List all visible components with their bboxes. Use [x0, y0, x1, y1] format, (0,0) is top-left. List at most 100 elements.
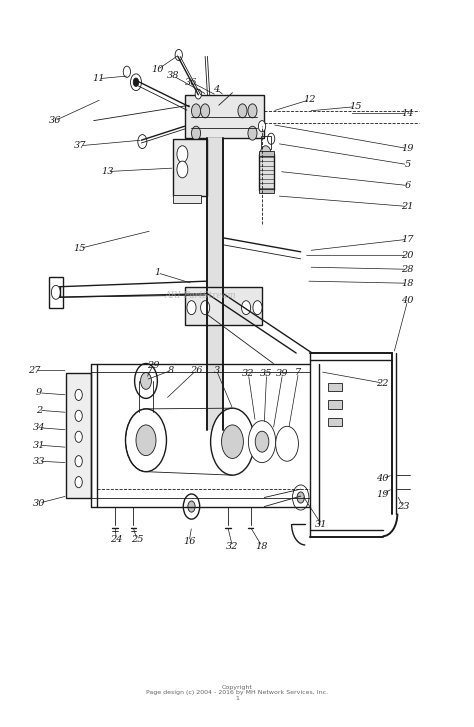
- Circle shape: [210, 408, 254, 475]
- Bar: [328, 418, 342, 426]
- Circle shape: [248, 421, 276, 462]
- Text: 30: 30: [33, 499, 46, 507]
- Text: ARI PartStream: ARI PartStream: [165, 291, 237, 300]
- Circle shape: [238, 104, 247, 118]
- Circle shape: [242, 301, 251, 315]
- Text: 17: 17: [401, 235, 414, 244]
- Text: 31: 31: [315, 520, 328, 529]
- Circle shape: [138, 134, 147, 148]
- Text: Copyright
Page design (c) 2004 - 2016 by MH Network Services, Inc.
1: Copyright Page design (c) 2004 - 2016 by…: [146, 685, 328, 702]
- Circle shape: [135, 364, 157, 398]
- Bar: [208, 138, 223, 430]
- Text: 15: 15: [349, 103, 362, 111]
- Text: 14: 14: [401, 109, 414, 119]
- Text: 6: 6: [404, 181, 411, 190]
- Bar: [173, 139, 208, 196]
- Text: 7: 7: [295, 368, 301, 377]
- Text: 32: 32: [226, 542, 239, 551]
- Bar: [185, 95, 264, 138]
- Circle shape: [75, 431, 82, 442]
- Circle shape: [258, 121, 265, 132]
- Bar: [259, 189, 274, 193]
- Text: 11: 11: [92, 74, 104, 84]
- Circle shape: [133, 78, 139, 87]
- Text: 32: 32: [242, 369, 255, 379]
- Text: 16: 16: [183, 537, 195, 546]
- Text: 19: 19: [401, 144, 414, 153]
- Circle shape: [183, 494, 200, 519]
- Circle shape: [248, 104, 257, 118]
- Text: 15: 15: [74, 244, 86, 253]
- Text: 39: 39: [276, 369, 289, 379]
- Circle shape: [177, 145, 188, 163]
- Bar: [328, 401, 342, 409]
- Bar: [328, 383, 342, 391]
- Text: 9: 9: [36, 388, 42, 398]
- Text: 36: 36: [185, 78, 198, 87]
- Text: 4: 4: [213, 85, 219, 94]
- Circle shape: [126, 409, 166, 472]
- Text: 25: 25: [131, 535, 143, 544]
- Circle shape: [292, 485, 309, 510]
- Circle shape: [191, 104, 201, 118]
- Bar: [185, 286, 262, 325]
- Bar: [261, 136, 271, 148]
- Text: 37: 37: [74, 141, 86, 150]
- Text: 38: 38: [167, 71, 180, 81]
- Text: 13: 13: [101, 167, 114, 176]
- Circle shape: [195, 89, 201, 99]
- Circle shape: [221, 425, 243, 459]
- Text: 40: 40: [401, 296, 414, 305]
- Circle shape: [255, 431, 269, 452]
- Text: 20: 20: [401, 251, 414, 260]
- Circle shape: [187, 301, 196, 315]
- Circle shape: [248, 126, 257, 140]
- Circle shape: [177, 161, 188, 178]
- Text: 22: 22: [376, 379, 389, 387]
- Text: 35: 35: [260, 369, 273, 379]
- Bar: [259, 154, 274, 190]
- Text: 40: 40: [376, 474, 389, 483]
- Text: 21: 21: [401, 202, 414, 211]
- Text: 10: 10: [151, 65, 164, 74]
- Circle shape: [75, 456, 82, 467]
- Bar: [259, 151, 274, 156]
- Text: 1: 1: [154, 268, 161, 277]
- Text: 19: 19: [376, 489, 389, 499]
- Text: 5: 5: [404, 160, 411, 169]
- Text: 2: 2: [36, 406, 42, 415]
- Bar: [49, 277, 63, 308]
- Text: 23: 23: [397, 502, 410, 511]
- Bar: [173, 195, 201, 203]
- Text: 3: 3: [213, 366, 219, 375]
- Circle shape: [75, 410, 82, 422]
- Text: 34: 34: [33, 423, 46, 433]
- Text: 26: 26: [190, 366, 202, 375]
- Circle shape: [297, 492, 304, 503]
- Text: 18: 18: [256, 542, 268, 551]
- Circle shape: [201, 301, 210, 315]
- Circle shape: [201, 104, 210, 118]
- Circle shape: [75, 390, 82, 401]
- Text: 36: 36: [49, 116, 61, 125]
- Text: 12: 12: [303, 95, 316, 104]
- Circle shape: [188, 501, 195, 512]
- Text: 28: 28: [401, 265, 414, 274]
- Circle shape: [267, 133, 275, 145]
- Circle shape: [75, 477, 82, 488]
- Text: 33: 33: [33, 457, 46, 466]
- Bar: [66, 373, 91, 497]
- Text: 18: 18: [401, 278, 414, 288]
- Text: 24: 24: [110, 535, 123, 544]
- Text: 29: 29: [146, 361, 159, 370]
- Circle shape: [191, 126, 201, 140]
- Text: 8: 8: [168, 366, 174, 375]
- Circle shape: [140, 372, 152, 390]
- Circle shape: [276, 426, 299, 461]
- Text: 27: 27: [28, 366, 41, 375]
- Circle shape: [51, 285, 61, 300]
- Circle shape: [260, 145, 271, 163]
- Circle shape: [253, 301, 262, 315]
- Text: 31: 31: [33, 441, 46, 450]
- Circle shape: [136, 425, 156, 456]
